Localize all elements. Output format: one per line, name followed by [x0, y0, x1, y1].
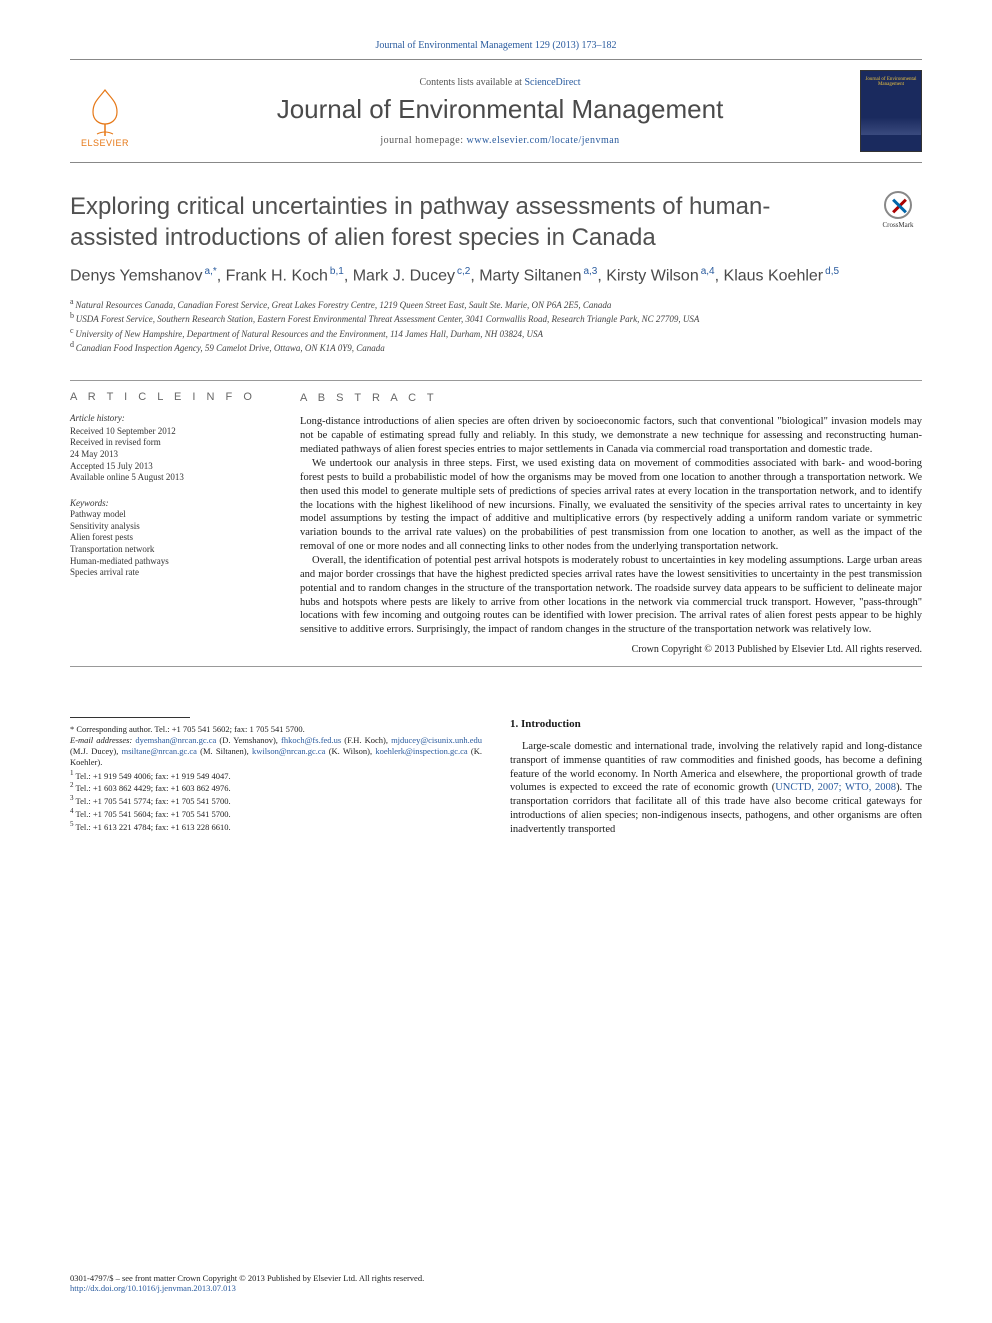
rule-bottom-meta	[70, 666, 922, 667]
intro-text: Large-scale domestic and international t…	[510, 740, 922, 837]
title-row: Exploring critical uncertainties in path…	[70, 191, 922, 265]
journal-reference: Journal of Environmental Management 129 …	[70, 40, 922, 51]
journal-cover-thumb[interactable]: Journal of Environmental Management	[860, 70, 922, 152]
keywords-label: Keywords:	[70, 498, 275, 508]
body-columns: * Corresponding author. Tel.: +1 705 541…	[70, 717, 922, 837]
article-history-label: Article history:	[70, 413, 275, 425]
abstract-heading: A B S T R A C T	[300, 391, 922, 406]
article-info-col: A R T I C L E I N F O Article history: R…	[70, 391, 300, 656]
meta-row: A R T I C L E I N F O Article history: R…	[70, 391, 922, 656]
corresponding-author-line: * Corresponding author. Tel.: +1 705 541…	[70, 724, 482, 735]
crossmark-badge[interactable]: CrossMark	[874, 191, 922, 229]
crossmark-label: CrossMark	[882, 221, 913, 229]
left-column: * Corresponding author. Tel.: +1 705 541…	[70, 717, 482, 837]
article-info-heading: A R T I C L E I N F O	[70, 391, 275, 403]
abstract-p3: Overall, the identification of potential…	[300, 554, 922, 637]
elsevier-tree-icon	[85, 88, 125, 138]
contents-prefix: Contents lists available at	[419, 77, 524, 88]
article-title: Exploring critical uncertainties in path…	[70, 191, 874, 253]
footnotes-rule	[70, 717, 190, 718]
abstract-text: Long-distance introductions of alien spe…	[300, 415, 922, 637]
issn-copyright-line: 0301-4797/$ – see front matter Crown Cop…	[70, 1273, 922, 1283]
contents-lists-line: Contents lists available at ScienceDirec…	[140, 77, 860, 88]
journal-homepage-line: journal homepage: www.elsevier.com/locat…	[140, 135, 860, 146]
doi-link[interactable]: http://dx.doi.org/10.1016/j.jenvman.2013…	[70, 1283, 236, 1293]
homepage-label: journal homepage:	[380, 135, 466, 146]
abstract-p2: We undertook our analysis in three steps…	[300, 457, 922, 554]
journal-title: Journal of Environmental Management	[140, 94, 860, 125]
journal-header-box: ELSEVIER Contents lists available at Sci…	[70, 59, 922, 163]
right-column: 1. Introduction Large-scale domestic and…	[510, 717, 922, 837]
author-tel-footnotes: 1 Tel.: +1 919 549 4006; fax: +1 919 549…	[70, 769, 482, 833]
sciencedirect-link[interactable]: ScienceDirect	[524, 77, 580, 88]
intro-p1: Large-scale domestic and international t…	[510, 740, 922, 837]
authors-list: Denys Yemshanov a,*, Frank H. Koch b,1, …	[70, 265, 922, 287]
crossmark-icon	[884, 191, 912, 219]
section-heading-intro: 1. Introduction	[510, 717, 922, 732]
abstract-col: A B S T R A C T Long-distance introducti…	[300, 391, 922, 656]
cover-art	[861, 91, 921, 135]
keywords-block: Keywords: Pathway modelSensitivity analy…	[70, 498, 275, 579]
elsevier-wordmark: ELSEVIER	[81, 138, 129, 148]
email-addresses: E-mail addresses: dyemshan@nrcan.gc.ca (…	[70, 735, 482, 768]
header-center: Contents lists available at ScienceDirec…	[140, 77, 860, 146]
elsevier-logo[interactable]: ELSEVIER	[70, 72, 140, 150]
journal-homepage-link[interactable]: www.elsevier.com/locate/jenvman	[467, 135, 620, 146]
keywords-list: Pathway modelSensitivity analysisAlien f…	[70, 509, 275, 579]
article-history-lines: Received 10 September 2012Received in re…	[70, 426, 275, 484]
rule-top-meta	[70, 380, 922, 381]
affiliations-list: a Natural Resources Canada, Canadian For…	[70, 297, 922, 354]
abstract-p1: Long-distance introductions of alien spe…	[300, 415, 922, 457]
page-footer: 0301-4797/$ – see front matter Crown Cop…	[70, 1273, 922, 1293]
abstract-copyright: Crown Copyright © 2013 Published by Else…	[300, 643, 922, 656]
article-history-block: Article history: Received 10 September 2…	[70, 413, 275, 484]
citation-link-unctd-wto[interactable]: UNCTD, 2007; WTO, 2008	[775, 782, 896, 793]
footnotes-block: * Corresponding author. Tel.: +1 705 541…	[70, 724, 482, 833]
cover-title-text: Journal of Environmental Management	[861, 77, 921, 87]
